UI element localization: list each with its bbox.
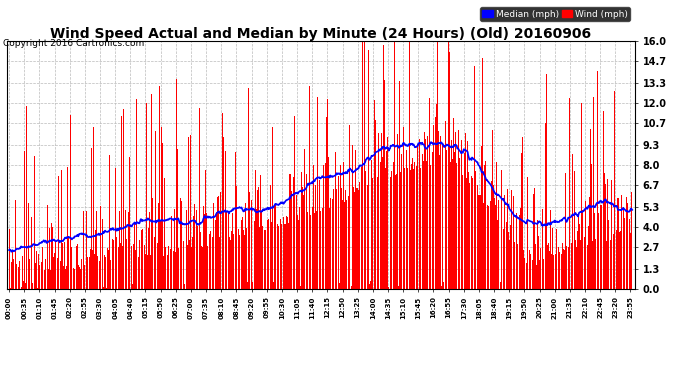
Title: Wind Speed Actual and Median by Minute (24 Hours) (Old) 20160906: Wind Speed Actual and Median by Minute (… — [50, 27, 591, 41]
Legend: Median (mph), Wind (mph): Median (mph), Wind (mph) — [480, 8, 630, 21]
Text: Copyright 2016 Cartronics.com: Copyright 2016 Cartronics.com — [3, 39, 145, 48]
